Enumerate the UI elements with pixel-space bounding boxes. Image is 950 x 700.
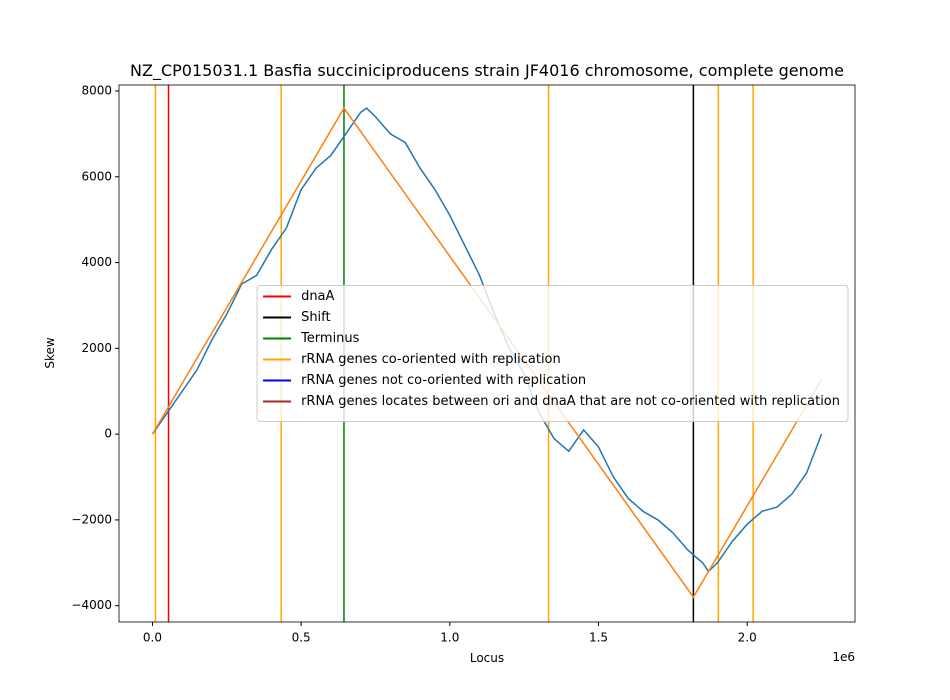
- x-tick-label: 1.0: [440, 631, 459, 645]
- y-tick-label: −4000: [71, 598, 112, 612]
- x-tick-label: 1.5: [589, 631, 608, 645]
- chart-title: NZ_CP015031.1 Basfia succiniciproducens …: [130, 61, 844, 81]
- x-tick-label: 0.0: [143, 631, 162, 645]
- legend-label: rRNA genes locates between ori and dnaA …: [301, 394, 840, 409]
- legend-label: Shift: [301, 310, 331, 325]
- plot-frame: [118, 84, 856, 623]
- x-tick-label: 0.5: [292, 631, 311, 645]
- y-axis-label: Skew: [43, 337, 57, 369]
- y-tick-label: 2000: [81, 341, 112, 355]
- x-offset-label: 1e6: [832, 650, 855, 664]
- x-tick-label: 2.0: [738, 631, 757, 645]
- legend-label: Terminus: [300, 331, 360, 346]
- x-axis-label: Locus: [470, 651, 504, 665]
- y-tick-label: 6000: [81, 169, 112, 183]
- legend: dnaA Shift Terminus rRNA genes co-oriented …: [256, 285, 849, 422]
- legend-label: dnaA: [301, 289, 334, 304]
- y-tick-label: 8000: [81, 84, 112, 98]
- legend-label: rRNA genes not co-oriented with replicat…: [301, 373, 586, 388]
- y-tick-label: −2000: [71, 512, 112, 526]
- y-tick-label: 0: [104, 427, 112, 441]
- legend-label: rRNA genes co-oriented with replication: [301, 352, 561, 367]
- y-tick-label: 4000: [81, 255, 112, 269]
- legend-box: [256, 285, 849, 422]
